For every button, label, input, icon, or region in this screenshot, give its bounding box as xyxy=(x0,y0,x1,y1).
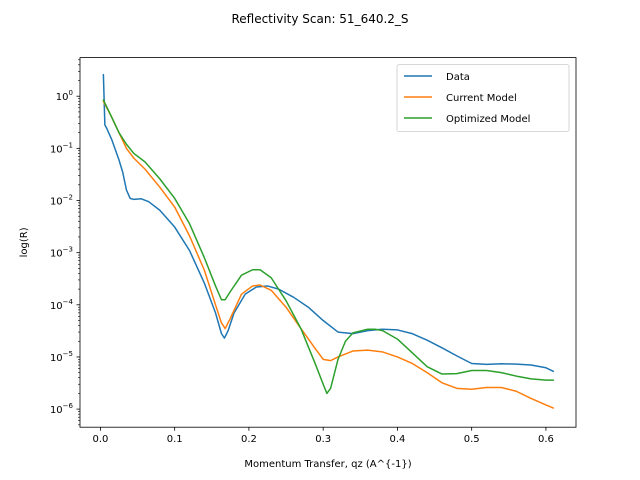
y-tick-label: 10−1 xyxy=(50,141,73,155)
y-tick-label: 10−6 xyxy=(50,402,74,416)
x-tick-label: 0.1 xyxy=(167,434,183,445)
legend: Data Current Model Optimized Model xyxy=(396,64,570,132)
x-tick-label: 0.3 xyxy=(315,434,331,445)
y-tick-label: 10−5 xyxy=(50,350,73,364)
y-axis-label: log(R) xyxy=(19,227,30,257)
series-line-1 xyxy=(102,100,555,409)
y-axis: 10−6 10−5 10−4 10−3 10−2 10−1 100 xyxy=(50,59,80,426)
y-tick-label: 10−3 xyxy=(50,246,73,260)
x-tick-label: 0.0 xyxy=(92,434,108,445)
x-tick-label: 0.5 xyxy=(464,434,480,445)
series-line-2 xyxy=(102,99,555,395)
legend-label-1: Current Model xyxy=(446,93,517,104)
chart-title: Reflectivity Scan: 51_640.2_S xyxy=(231,12,408,26)
plot-frame xyxy=(79,57,577,428)
series-line-0 xyxy=(102,73,555,373)
legend-label-0: Data xyxy=(446,72,470,83)
x-tick-label: 0.4 xyxy=(389,434,405,445)
y-tick-label: 100 xyxy=(56,89,73,103)
y-tick-label: 10−4 xyxy=(50,298,74,312)
series-layer xyxy=(102,73,555,409)
x-axis-label: Momentum Transfer, qz (A^{-1}) xyxy=(244,459,411,470)
legend-label-2: Optimized Model xyxy=(446,114,530,125)
x-axis: 0.0 0.1 0.2 0.3 0.4 0.5 0.6 xyxy=(92,427,554,445)
legend-box xyxy=(396,64,570,132)
x-tick-label: 0.6 xyxy=(538,434,554,445)
y-tick-label: 10−2 xyxy=(50,194,73,208)
x-tick-label: 0.2 xyxy=(241,434,257,445)
